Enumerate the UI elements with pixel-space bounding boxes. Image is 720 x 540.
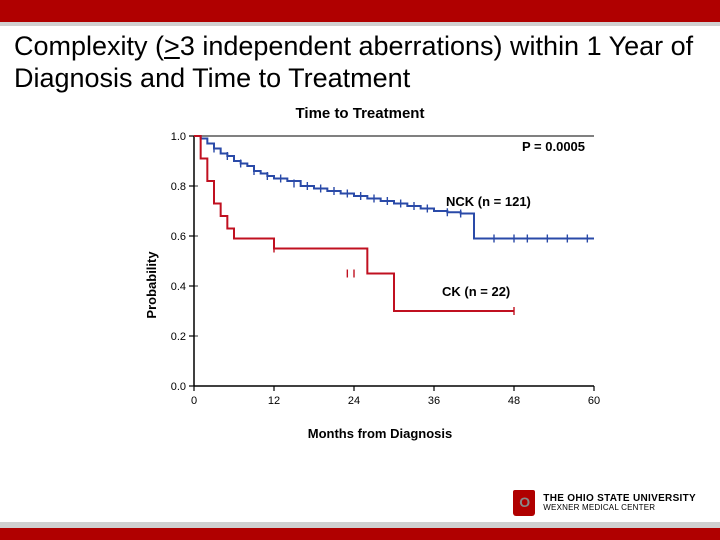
bottom-accent-bar [0,528,720,540]
svg-text:48: 48 [508,395,520,407]
y-axis-label: Probability [144,251,159,318]
svg-text:36: 36 [428,395,440,407]
svg-text:1.0: 1.0 [171,131,186,143]
svg-text:0.2: 0.2 [171,331,186,343]
chart-title: Time to Treatment [120,105,600,122]
svg-text:P = 0.0005: P = 0.0005 [522,139,585,154]
svg-text:0.4: 0.4 [171,281,186,293]
underline-ge: > [164,31,180,61]
svg-text:NCK (n = 121): NCK (n = 121) [446,194,531,209]
institution-text: THE OHIO STATE UNIVERSITY WEXNER MEDICAL… [543,493,696,513]
svg-text:0.6: 0.6 [171,231,186,243]
institution-line2: WEXNER MEDICAL CENTER [543,504,696,513]
plot-area: 0.0 0.2 0.4 0.6 0.8 1.0 0 12 24 36 48 60 P = 0.0005 N… [160,128,600,418]
svg-text:60: 60 [588,395,600,407]
x-axis-label: Months from Diagnosis [160,426,600,441]
top-gray-strip [0,22,720,26]
top-accent-bar [0,0,720,22]
svg-text:CK (n = 22): CK (n = 22) [442,284,510,299]
svg-text:24: 24 [348,395,360,407]
km-plot-svg: 0.0 0.2 0.4 0.6 0.8 1.0 0 12 24 36 48 60 P = 0.0005 N… [160,128,600,418]
slide-container: Complexity (>3 independent aberrations) … [0,0,720,540]
svg-text:0: 0 [191,395,197,407]
svg-text:0.8: 0.8 [171,181,186,193]
chart-container: Time to Treatment Probability 0.00.20.40… [120,105,600,465]
shield-icon [513,490,535,516]
svg-text:0.0: 0.0 [171,381,186,393]
svg-text:12: 12 [268,395,280,407]
institution-logo: THE OHIO STATE UNIVERSITY WEXNER MEDICAL… [513,490,696,516]
slide-title: Complexity (>3 independent aberrations) … [14,30,704,94]
